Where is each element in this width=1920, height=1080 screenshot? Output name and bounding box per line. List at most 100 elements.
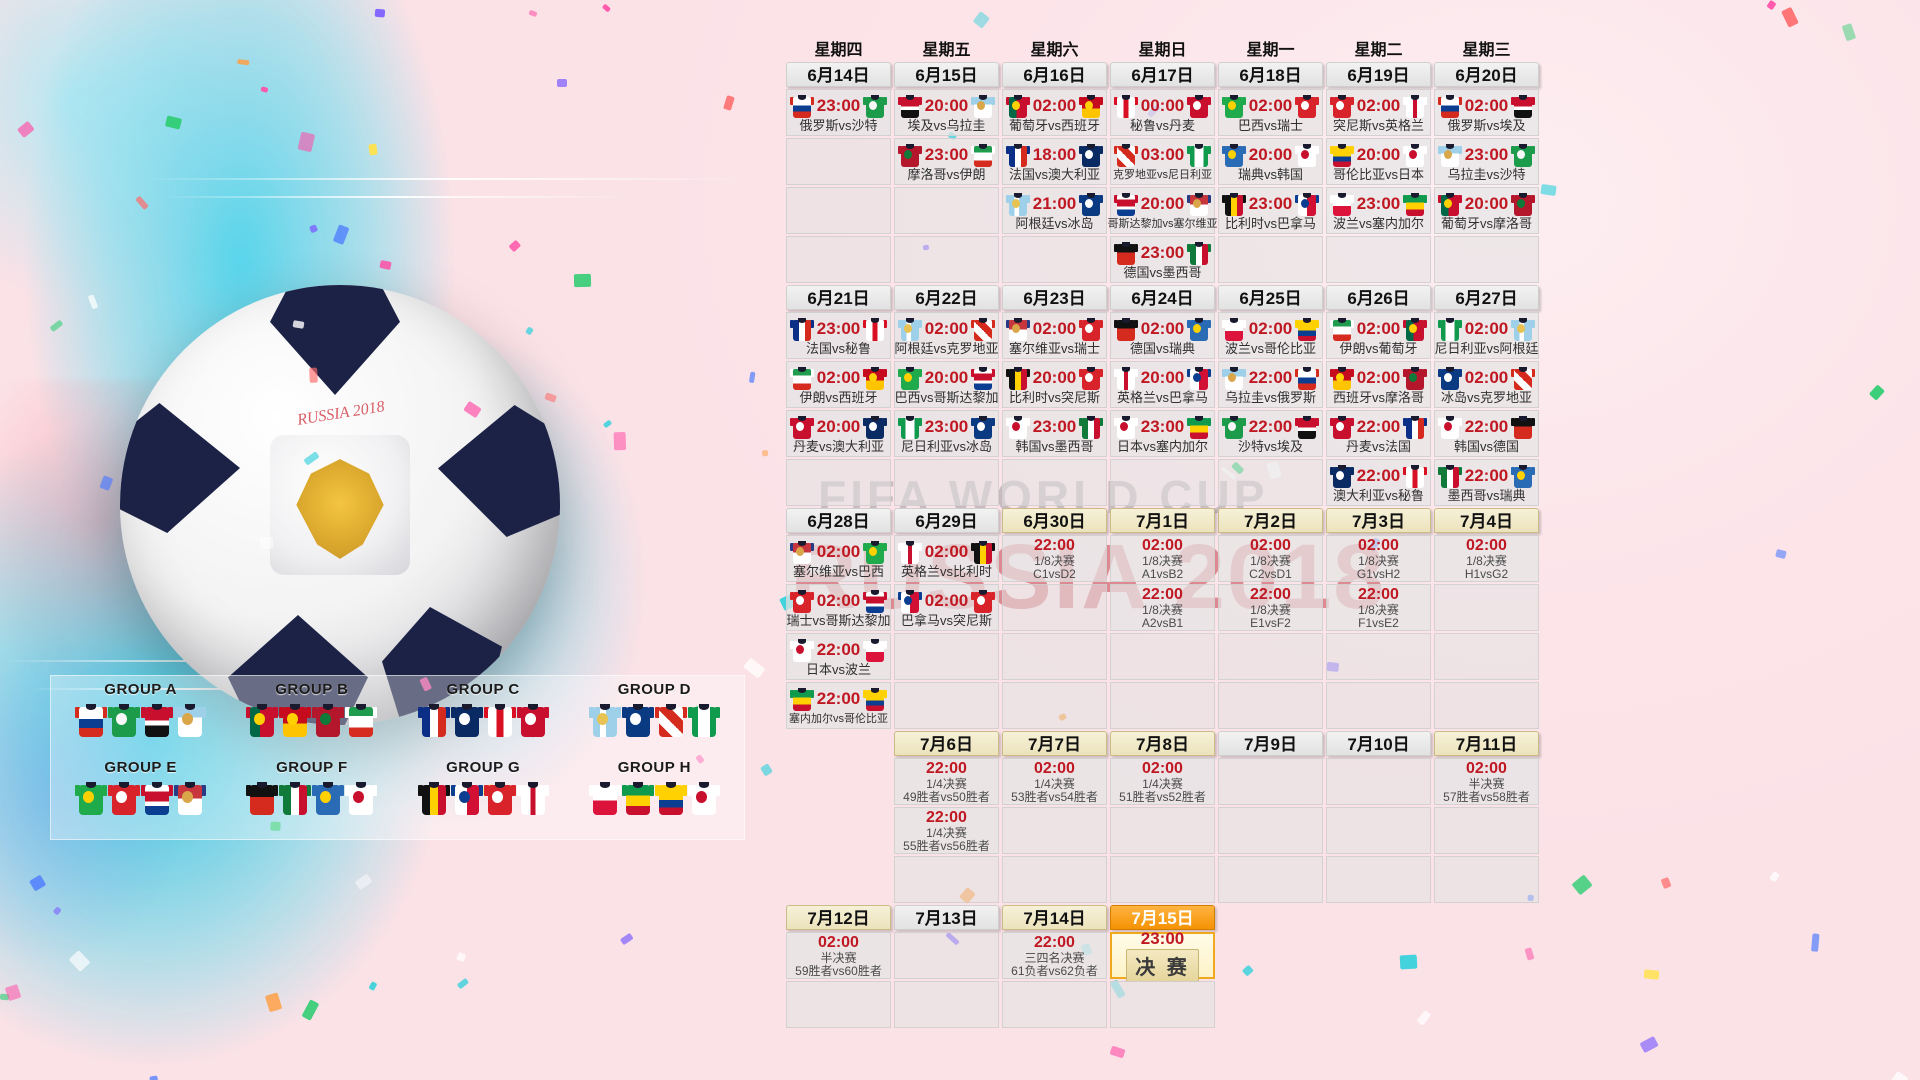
date-header-cell[interactable]: 7月3日 bbox=[1326, 508, 1431, 533]
date-header-cell[interactable]: 7月15日 bbox=[1110, 905, 1215, 930]
match-cell[interactable]: 20:00 丹麦vs澳大利亚 bbox=[786, 410, 891, 457]
match-cell[interactable]: 02:00 突尼斯vs英格兰 bbox=[1326, 89, 1431, 136]
match-cell[interactable]: 02:00 塞尔维亚vs瑞士 bbox=[1002, 312, 1107, 359]
match-cell[interactable]: 18:00 法国vs澳大利亚 bbox=[1002, 138, 1107, 185]
date-header-cell[interactable]: 6月20日 bbox=[1434, 62, 1539, 87]
knockout-match-cell[interactable]: 22:00 1/8决赛 F1vsE2 bbox=[1326, 584, 1431, 631]
match-cell[interactable]: 22:00 澳大利亚vs秘鲁 bbox=[1326, 459, 1431, 506]
match-cell[interactable]: 02:00 巴拿马vs突尼斯 bbox=[894, 584, 999, 631]
date-header-cell[interactable]: 6月15日 bbox=[894, 62, 999, 87]
match-cell[interactable]: 02:00 葡萄牙vs西班牙 bbox=[1002, 89, 1107, 136]
date-header-cell[interactable]: 6月21日 bbox=[786, 285, 891, 310]
match-cell[interactable]: 22:00 丹麦vs法国 bbox=[1326, 410, 1431, 457]
match-cell[interactable]: 02:00 阿根廷vs克罗地亚 bbox=[894, 312, 999, 359]
date-header-cell[interactable]: 6月18日 bbox=[1218, 62, 1323, 87]
date-header-cell[interactable]: 6月28日 bbox=[786, 508, 891, 533]
match-cell[interactable]: 02:00 伊朗vs葡萄牙 bbox=[1326, 312, 1431, 359]
match-cell[interactable]: 23:00 俄罗斯vs沙特 bbox=[786, 89, 891, 136]
group-box-d[interactable]: GROUP D bbox=[570, 681, 739, 757]
date-header-cell[interactable]: 6月27日 bbox=[1434, 285, 1539, 310]
knockout-match-cell[interactable]: 02:00 半决赛 57胜者vs58胜者 bbox=[1434, 758, 1539, 805]
date-header-cell[interactable]: 6月24日 bbox=[1110, 285, 1215, 310]
match-cell[interactable]: 02:00 西班牙vs摩洛哥 bbox=[1326, 361, 1431, 408]
match-cell[interactable]: 23:00 摩洛哥vs伊朗 bbox=[894, 138, 999, 185]
match-cell[interactable]: 02:00 尼日利亚vs阿根廷 bbox=[1434, 312, 1539, 359]
match-cell[interactable]: 22:00 日本vs波兰 bbox=[786, 633, 891, 680]
date-header-cell[interactable]: 7月4日 bbox=[1434, 508, 1539, 533]
date-header-cell[interactable]: 6月25日 bbox=[1218, 285, 1323, 310]
match-cell[interactable]: 22:00 沙特vs埃及 bbox=[1218, 410, 1323, 457]
knockout-match-cell[interactable]: 02:00 1/8决赛 C2vsD1 bbox=[1218, 535, 1323, 582]
date-header-cell[interactable]: 6月16日 bbox=[1002, 62, 1107, 87]
date-header-cell[interactable]: 6月17日 bbox=[1110, 62, 1215, 87]
knockout-match-cell[interactable]: 02:00 1/4决赛 51胜者vs52胜者 bbox=[1110, 758, 1215, 805]
date-header-cell[interactable]: 6月29日 bbox=[894, 508, 999, 533]
date-header-cell[interactable]: 7月6日 bbox=[894, 731, 999, 756]
knockout-match-cell[interactable]: 22:00 1/8决赛 C1vsD2 bbox=[1002, 535, 1107, 582]
date-header-cell[interactable]: 7月10日 bbox=[1326, 731, 1431, 756]
knockout-match-cell[interactable]: 22:00 三四名决赛 61负者vs62负者 bbox=[1002, 932, 1107, 979]
match-cell[interactable]: 20:00 葡萄牙vs摩洛哥 bbox=[1434, 187, 1539, 234]
match-cell[interactable]: 23:00 波兰vs塞内加尔 bbox=[1326, 187, 1431, 234]
date-header-cell[interactable]: 7月2日 bbox=[1218, 508, 1323, 533]
date-header-cell[interactable]: 7月8日 bbox=[1110, 731, 1215, 756]
final-match-cell[interactable]: 23:00 决 赛 bbox=[1110, 929, 1215, 982]
knockout-match-cell[interactable]: 02:00 1/4决赛 53胜者vs54胜者 bbox=[1002, 758, 1107, 805]
match-cell[interactable]: 22:00 塞内加尔vs哥伦比亚 bbox=[786, 682, 891, 729]
match-cell[interactable]: 20:00 巴西vs哥斯达黎加 bbox=[894, 361, 999, 408]
match-cell[interactable]: 23:00 日本vs塞内加尔 bbox=[1110, 410, 1215, 457]
group-box-c[interactable]: GROUP C bbox=[399, 681, 568, 757]
group-box-g[interactable]: GROUP G bbox=[399, 759, 568, 835]
knockout-match-cell[interactable]: 22:00 1/4决赛 55胜者vs56胜者 bbox=[894, 807, 999, 854]
date-header-cell[interactable]: 6月19日 bbox=[1326, 62, 1431, 87]
match-cell[interactable]: 02:00 塞尔维亚vs巴西 bbox=[786, 535, 891, 582]
match-cell[interactable]: 22:00 墨西哥vs瑞典 bbox=[1434, 459, 1539, 506]
date-header-cell[interactable]: 6月30日 bbox=[1002, 508, 1107, 533]
date-header-cell[interactable]: 7月9日 bbox=[1218, 731, 1323, 756]
match-cell[interactable]: 20:00 比利时vs突尼斯 bbox=[1002, 361, 1107, 408]
match-cell[interactable]: 20:00 瑞典vs韩国 bbox=[1218, 138, 1323, 185]
knockout-match-cell[interactable]: 02:00 1/8决赛 H1vsG2 bbox=[1434, 535, 1539, 582]
date-header-cell[interactable]: 7月14日 bbox=[1002, 905, 1107, 930]
match-cell[interactable]: 21:00 阿根廷vs冰岛 bbox=[1002, 187, 1107, 234]
date-header-cell[interactable]: 7月7日 bbox=[1002, 731, 1107, 756]
date-header-cell[interactable]: 7月12日 bbox=[786, 905, 891, 930]
match-cell[interactable]: 23:00 尼日利亚vs冰岛 bbox=[894, 410, 999, 457]
group-box-a[interactable]: GROUP A bbox=[56, 681, 225, 757]
match-cell[interactable]: 23:00 韩国vs墨西哥 bbox=[1002, 410, 1107, 457]
group-box-b[interactable]: GROUP B bbox=[227, 681, 396, 757]
date-header-cell[interactable]: 7月13日 bbox=[894, 905, 999, 930]
match-cell[interactable]: 00:00 秘鲁vs丹麦 bbox=[1110, 89, 1215, 136]
date-header-cell[interactable]: 6月14日 bbox=[786, 62, 891, 87]
match-cell[interactable]: 22:00 韩国vs德国 bbox=[1434, 410, 1539, 457]
match-cell[interactable]: 23:00 德国vs墨西哥 bbox=[1110, 236, 1215, 283]
match-cell[interactable]: 23:00 比利时vs巴拿马 bbox=[1218, 187, 1323, 234]
knockout-match-cell[interactable]: 22:00 1/4决赛 49胜者vs50胜者 bbox=[894, 758, 999, 805]
match-cell[interactable]: 20:00 哥斯达黎加vs塞尔维亚 bbox=[1108, 187, 1218, 234]
match-cell[interactable]: 02:00 冰岛vs克罗地亚 bbox=[1434, 361, 1539, 408]
match-cell[interactable]: 02:00 伊朗vs西班牙 bbox=[786, 361, 891, 408]
group-box-h[interactable]: GROUP H bbox=[570, 759, 739, 835]
match-cell[interactable]: 23:00 乌拉圭vs沙特 bbox=[1434, 138, 1539, 185]
match-cell[interactable]: 22:00 乌拉圭vs俄罗斯 bbox=[1218, 361, 1323, 408]
group-box-e[interactable]: GROUP E bbox=[56, 759, 225, 835]
match-cell[interactable]: 02:00 俄罗斯vs埃及 bbox=[1434, 89, 1539, 136]
knockout-match-cell[interactable]: 22:00 1/8决赛 E1vsF2 bbox=[1218, 584, 1323, 631]
knockout-match-cell[interactable]: 02:00 1/8决赛 A1vsB2 bbox=[1110, 535, 1215, 582]
match-cell[interactable]: 23:00 法国vs秘鲁 bbox=[786, 312, 891, 359]
date-header-cell[interactable]: 6月22日 bbox=[894, 285, 999, 310]
date-header-cell[interactable]: 6月23日 bbox=[1002, 285, 1107, 310]
match-cell[interactable]: 02:00 巴西vs瑞士 bbox=[1218, 89, 1323, 136]
knockout-match-cell[interactable]: 22:00 1/8决赛 A2vsB1 bbox=[1110, 584, 1215, 631]
match-cell[interactable]: 02:00 瑞士vs哥斯达黎加 bbox=[786, 584, 891, 631]
match-cell[interactable]: 03:00 克罗地亚vs尼日利亚 bbox=[1110, 138, 1215, 185]
match-cell[interactable]: 02:00 英格兰vs比利时 bbox=[894, 535, 999, 582]
match-cell[interactable]: 02:00 德国vs瑞典 bbox=[1110, 312, 1215, 359]
date-header-cell[interactable]: 6月26日 bbox=[1326, 285, 1431, 310]
match-cell[interactable]: 20:00 哥伦比亚vs日本 bbox=[1326, 138, 1431, 185]
match-cell[interactable]: 20:00 埃及vs乌拉圭 bbox=[894, 89, 999, 136]
group-box-f[interactable]: GROUP F bbox=[227, 759, 396, 835]
match-cell[interactable]: 02:00 波兰vs哥伦比亚 bbox=[1218, 312, 1323, 359]
knockout-match-cell[interactable]: 02:00 1/8决赛 G1vsH2 bbox=[1326, 535, 1431, 582]
knockout-match-cell[interactable]: 02:00 半决赛 59胜者vs60胜者 bbox=[786, 932, 891, 979]
